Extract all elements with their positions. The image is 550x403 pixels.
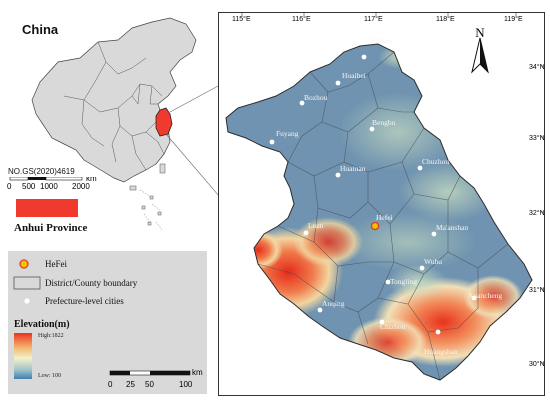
leader-lines [165,85,218,196]
city-label: Tongling [390,277,417,286]
latitude-ticks [540,65,545,364]
elevation-ramp [14,333,32,379]
legend-scale-tick: 50 [145,380,154,389]
china-inset-map [31,17,218,231]
elevation-low-label: Low: 100 [38,373,62,379]
legend-scale-unit: km [192,369,203,377]
inset-scale-tick: 500 [22,182,36,191]
latitude-label: 34°N [529,63,545,71]
district-boundaries [257,51,509,380]
city-marker [269,139,275,145]
anhui-inset-shape [155,107,173,137]
inset-title: China [22,22,59,37]
inset-scale-tick: 0 [7,182,12,191]
city-marker [361,54,367,60]
latitude-label: 32°N [529,209,545,217]
legend-scale-tick: 0 [108,380,113,389]
city-label: Chuzhou [422,157,449,166]
longitude-label: 115°E [232,15,251,23]
city-label: Luan [308,221,324,230]
elevation-high-label: High:1822 [38,333,64,339]
legend-cities-label: Prefecture-level cities [45,296,124,306]
north-label: N [475,25,485,40]
city-marker [379,319,385,325]
city-marker [431,231,437,237]
latitude-label: 30°N [529,360,545,368]
city-marker [435,329,441,335]
longitude-label: 118°E [436,15,455,23]
city-label: Suzhou [370,36,393,45]
city-marker [335,172,341,178]
legend-scale-bar: 0 25 50 100 km [108,369,203,389]
latitude-labels: 34°N 33°N 32°N 31°N 30°N [529,63,545,368]
legend-scale-tick: 25 [126,380,135,389]
elevation-title: Elevation(m) [14,319,70,330]
longitude-label: 119°E [504,15,523,23]
china-outline [31,17,197,183]
longitude-labels: 115°E 116°E 117°E 118°E 119°E [232,15,523,23]
city-label: Bengbu [372,118,396,127]
inset-scale-unit: km [86,177,97,183]
city-label: Xuancheng [468,291,502,300]
anhui-swatch [16,199,78,217]
latitude-label: 33°N [529,134,545,142]
longitude-label: 117°E [364,15,383,23]
hefei-symbol [19,259,29,269]
city-marker [471,295,477,301]
city-label: Anqing [322,299,345,308]
inset-scale-tick: 2000 [72,182,90,191]
city-label: Fuyang [276,129,299,138]
city-label: Wuhu [424,257,442,266]
city-label: Bozhou [304,93,328,102]
city-marker [299,100,305,106]
city-symbol [24,298,30,304]
legend-scale-tick: 100 [179,380,193,389]
city-marker [303,230,309,236]
city-label: Huainan [340,164,366,173]
anhui-elevation-map: N 115°E 116°E 117°E 118°E 119°E 34°N 33°… [218,12,545,396]
city-labels: Suzhou Huaibei Bozhou Bengbu Fuyang Huai… [276,36,502,356]
anhui-swatch-label: Anhui Province [14,222,88,234]
city-markers [269,54,477,335]
anhui-outline [225,43,533,381]
city-label: Chizhou [380,322,406,331]
longitude-ticks [241,12,517,16]
city-marker [369,126,375,132]
city-marker [419,265,425,271]
city-label: Ma'anshan [436,223,468,232]
city-marker [335,80,341,86]
province-lines [63,41,165,171]
city-marker [385,279,391,285]
inset-scale-tick: 1000 [40,182,58,191]
city-label: Huangshan [424,347,458,356]
city-marker [317,307,323,313]
north-arrow-icon [471,37,489,74]
longitude-label: 116°E [292,15,311,23]
latitude-label: 31°N [529,286,545,294]
hefei-marker [370,221,380,231]
legend-symbols [13,259,41,379]
city-marker [417,165,423,171]
legend-hefei-label: HeFei [45,259,67,269]
boundary-symbol [13,276,41,290]
city-label: Huaibei [342,71,366,80]
map-legend: HeFei District/County boundary Prefectur… [8,251,207,394]
city-label: Hefei [376,213,393,222]
south-china-sea-islands [129,163,166,231]
legend-boundary-label: District/County boundary [45,278,138,288]
gs-label: NO.GS(2020)4619 [8,167,75,176]
inset-scale-bar: 0 500 1000 2000 km [7,177,97,191]
